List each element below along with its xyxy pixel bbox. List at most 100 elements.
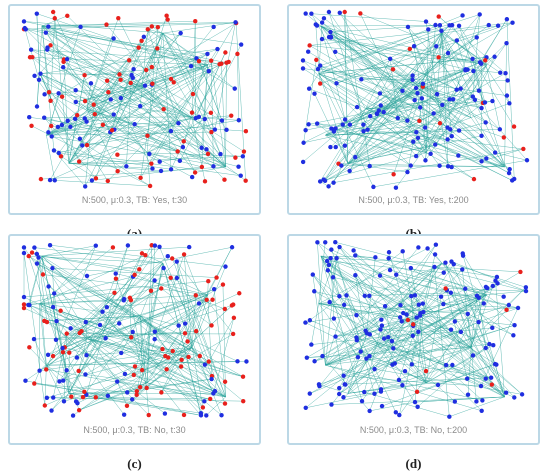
node-blue [342, 382, 346, 386]
node-blue [35, 261, 39, 265]
node-blue [363, 294, 367, 298]
node-blue [494, 362, 498, 366]
node-blue [311, 272, 315, 276]
node-blue [46, 353, 50, 357]
node-blue [479, 62, 483, 66]
node-blue [204, 413, 208, 417]
node-blue [355, 338, 359, 342]
node-blue [320, 37, 324, 41]
node-blue [398, 315, 402, 319]
node-blue [459, 330, 463, 334]
node-red [521, 147, 525, 151]
panel-caption: N:500, μ:0.3, TB: Yes, t:30 [10, 195, 259, 205]
node-red [106, 90, 110, 94]
node-red [77, 408, 81, 412]
node-blue [501, 295, 505, 299]
node-blue [466, 392, 470, 396]
node-blue [315, 240, 319, 244]
panel-c: N:500, μ:0.3, TB: No, t:30 (c) [8, 234, 261, 455]
node-blue [328, 145, 332, 149]
node-blue [130, 397, 134, 401]
node-blue [380, 404, 384, 408]
node-blue [495, 281, 499, 285]
network-edge [327, 261, 444, 273]
node-blue [301, 160, 305, 164]
node-red [133, 364, 137, 368]
node-red [127, 58, 131, 62]
node-blue [391, 346, 395, 350]
node-blue [303, 11, 307, 15]
node-blue [351, 248, 355, 252]
node-red [159, 390, 163, 394]
network-edge [306, 383, 426, 408]
node-red [32, 381, 36, 385]
node-blue [27, 115, 31, 119]
node-blue [305, 355, 309, 359]
node-blue [337, 294, 341, 298]
node-blue [329, 247, 333, 251]
node-blue [416, 245, 420, 249]
node-blue [176, 323, 180, 327]
node-blue [454, 88, 458, 92]
node-blue [458, 86, 462, 90]
node-blue [204, 147, 208, 151]
node-red [159, 286, 163, 290]
node-blue [411, 139, 415, 143]
node-blue [504, 391, 508, 395]
node-blue [309, 342, 313, 346]
node-red [206, 279, 210, 283]
node-red [314, 58, 318, 62]
node-blue [122, 412, 126, 416]
node-blue [106, 394, 110, 398]
node-red [166, 355, 170, 359]
node-blue [125, 390, 129, 394]
node-red [47, 90, 51, 94]
node-blue [169, 167, 173, 171]
node-blue [410, 362, 414, 366]
node-blue [332, 129, 336, 133]
node-red [138, 176, 142, 180]
node-red [125, 404, 129, 408]
node-blue [425, 246, 429, 250]
node-red [149, 289, 153, 293]
network-frame: N:500, μ:0.3, TB: Yes, t:30 [8, 4, 261, 215]
node-blue [307, 86, 311, 90]
node-blue [331, 275, 335, 279]
node-blue [465, 376, 469, 380]
node-blue [89, 81, 93, 85]
node-red [164, 367, 168, 371]
node-blue [483, 120, 487, 124]
node-blue [413, 293, 417, 297]
node-red [30, 250, 34, 254]
node-red [110, 128, 114, 132]
node-red [190, 110, 194, 114]
node-red [437, 14, 441, 18]
node-blue [479, 409, 483, 413]
node-blue [24, 27, 28, 31]
node-red [235, 52, 239, 56]
node-blue [341, 122, 345, 126]
node-blue [347, 169, 351, 173]
node-red [206, 152, 210, 156]
node-blue [111, 36, 115, 40]
node-blue [138, 104, 142, 108]
node-red [129, 298, 133, 302]
node-red [145, 134, 149, 138]
node-blue [84, 119, 88, 123]
node-red [115, 169, 119, 173]
node-blue [449, 327, 453, 331]
node-blue [233, 86, 237, 90]
node-red [358, 11, 362, 15]
node-blue [48, 178, 52, 182]
node-red [406, 318, 410, 322]
node-blue [367, 409, 371, 413]
node-blue [367, 294, 371, 298]
node-blue [507, 303, 511, 307]
node-blue [199, 413, 203, 417]
panel-a: N:500, μ:0.3, TB: Yes, t:30 (a) [8, 4, 261, 225]
node-blue [433, 252, 437, 256]
network-edge [226, 63, 227, 167]
network-edge [370, 402, 415, 411]
node-blue [415, 91, 419, 95]
node-blue [314, 22, 318, 26]
